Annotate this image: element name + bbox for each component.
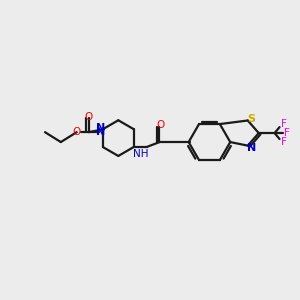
- Text: N: N: [96, 123, 106, 133]
- Text: F: F: [280, 137, 286, 147]
- Text: O: O: [73, 127, 81, 137]
- Text: NH: NH: [133, 149, 148, 159]
- Text: N: N: [247, 142, 256, 153]
- Text: S: S: [248, 113, 256, 124]
- Text: O: O: [84, 112, 93, 122]
- Text: O: O: [156, 120, 165, 130]
- Text: F: F: [284, 128, 290, 138]
- Text: F: F: [280, 119, 286, 129]
- Text: N: N: [96, 127, 105, 137]
